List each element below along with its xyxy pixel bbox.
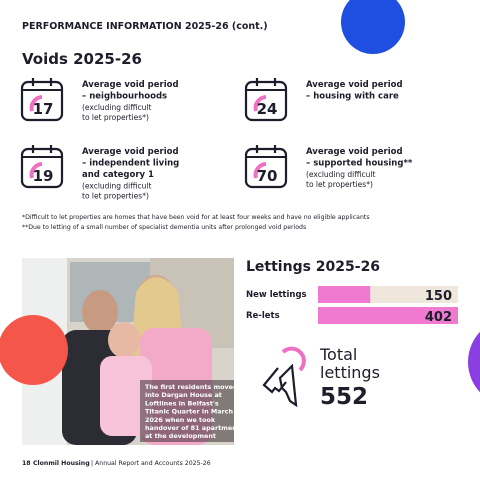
void-label: – independent living <box>82 159 179 169</box>
void-note: to let properties*) <box>82 113 149 122</box>
photo-caption: Titanic Quarter in March <box>145 408 233 416</box>
row-label: New lettings <box>246 290 307 300</box>
red-circle <box>0 315 68 385</box>
calendar-icon <box>20 147 64 189</box>
void-note: (excluding difficult <box>82 182 151 191</box>
void-value: 70 <box>257 167 278 185</box>
photo-caption: Loftlines in Belfast's <box>145 399 219 407</box>
calendar-icon <box>244 147 288 189</box>
calendar-icon <box>20 80 64 122</box>
purple-circle <box>468 331 480 393</box>
total-label: Total <box>319 345 357 364</box>
void-note: to let properties*) <box>82 192 149 201</box>
bar <box>318 286 371 303</box>
footnote: **Due to letting of a small number of sp… <box>22 224 306 231</box>
void-label: Average void period <box>306 147 403 157</box>
total-label: lettings <box>320 363 380 382</box>
photo <box>22 258 234 445</box>
key-icon <box>262 346 306 408</box>
blue-circle <box>341 0 405 54</box>
footnote: *Difficult to let properties are homes t… <box>22 214 370 221</box>
void-note: to let properties*) <box>306 180 373 189</box>
footer-text: | Annual Report and Accounts 2025-26 <box>91 460 211 467</box>
section-title: Voids 2025-26 <box>22 50 142 68</box>
calendar-arc <box>253 162 267 179</box>
page-heading: PERFORMANCE INFORMATION 2025-26 (cont.) <box>22 21 268 32</box>
void-label: – supported housing** <box>306 159 413 169</box>
calendar-arc <box>29 95 43 112</box>
calendar-icon <box>244 80 288 122</box>
photo-caption: The first residents moved <box>145 383 238 391</box>
row-label: Re-lets <box>246 311 280 321</box>
void-note: (excluding difficult <box>82 103 151 112</box>
calendar-arc <box>29 162 43 179</box>
footer-org: Clonmil Housing <box>33 460 90 467</box>
void-label: Average void period <box>82 147 179 157</box>
void-label: Average void period <box>306 80 403 90</box>
page-number: 18 <box>22 460 31 467</box>
row-value: 402 <box>425 310 452 325</box>
row-value: 150 <box>425 289 452 304</box>
void-value: 17 <box>33 100 54 118</box>
photo-caption: 2026 when we took <box>145 416 216 424</box>
void-label: and category 1 <box>82 170 154 180</box>
void-label: Average void period <box>82 80 179 90</box>
photo-caption: at the development <box>145 432 216 440</box>
calendar-arc <box>253 95 267 112</box>
section-title: Lettings 2025-26 <box>246 259 380 275</box>
void-label: – neighbourhoods <box>82 92 167 102</box>
photo-caption: into Dargan House at <box>145 391 222 399</box>
bar <box>318 307 458 324</box>
void-value: 19 <box>33 167 54 185</box>
photo-caption: handover of 81 apartments <box>145 424 244 432</box>
void-value: 24 <box>257 100 278 118</box>
void-label: – housing with care <box>306 92 399 102</box>
void-note: (excluding difficult <box>306 170 375 179</box>
total-value: 552 <box>320 384 368 410</box>
